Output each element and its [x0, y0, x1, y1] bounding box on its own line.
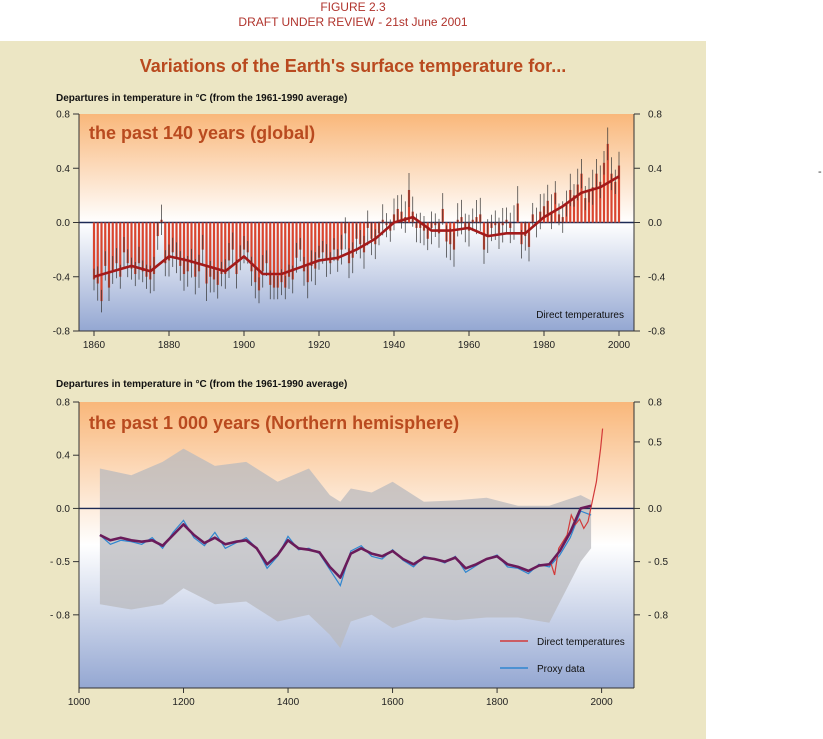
legend-label: Direct temperatures: [537, 637, 625, 648]
x-tick-label: 1600: [381, 697, 404, 708]
y-tick-label-left: 0.0: [56, 504, 70, 515]
y-tick-label-right: -0.4: [648, 272, 666, 283]
x-tick-label: 1980: [533, 340, 556, 351]
x-tick-label: 2000: [608, 340, 631, 351]
legend-label: Proxy data: [537, 664, 585, 675]
y-tick-label-left: - 0.5: [50, 557, 70, 568]
chart-1000-years: 0.8 0.4 0.0 - 0.5 - 0.8 0.8 0.5 0.0 - 0.5 - 0.8 10…: [50, 379, 668, 708]
y-tick-label-right: -0.8: [648, 327, 666, 338]
y-tick-label-left: 0.0: [56, 218, 70, 229]
panel-title: the past 1 000 years (Northern hemispher…: [89, 413, 459, 433]
x-tick-label: 1940: [383, 340, 406, 351]
smoothed-curve: [99, 504, 592, 579]
y-tick-label-right: 0.4: [648, 164, 662, 175]
y-tick-label-left: -0.4: [53, 272, 71, 283]
y-tick-label-right: 0.8: [648, 110, 662, 121]
smoothed-curve: [93, 175, 620, 279]
x-tick-label: 1880: [158, 340, 181, 351]
x-tick-label: 1400: [277, 697, 300, 708]
direct-temperature-line: [549, 428, 604, 576]
draft-notice: DRAFT UNDER REVIEW - 21st June 2001: [238, 15, 468, 29]
panel-title: the past 140 years (global): [89, 123, 315, 143]
x-tick-label: 1920: [308, 340, 331, 351]
annotation: Direct temperatures: [536, 310, 624, 321]
x-tick-label: 1200: [172, 697, 195, 708]
y-tick-label-left: 0.8: [56, 110, 70, 121]
main-title: Variations of the Earth's surface temper…: [139, 56, 567, 76]
y-tick-label-left: 0.8: [56, 398, 70, 409]
uncertainty-band: [99, 448, 592, 649]
y-tick-label-right: 0.8: [648, 398, 662, 409]
x-tick-label: 1000: [68, 697, 91, 708]
x-tick-label: 1960: [458, 340, 481, 351]
y-tick-label-left: -0.8: [53, 327, 71, 338]
x-tick-label: 1800: [486, 697, 509, 708]
y-tick-label-left: - 0.8: [50, 610, 70, 621]
y-tick-label-right: 0.5: [648, 437, 662, 448]
y-tick-label-right: 0.0: [648, 218, 662, 229]
y-tick-label-right: - 0.5: [648, 557, 668, 568]
side-mark: -: [818, 166, 822, 178]
y-tick-label-right: 0.0: [648, 504, 662, 515]
y-tick-label-left: 0.4: [56, 451, 70, 462]
y-tick-label-right: - 0.8: [648, 610, 668, 621]
y-axis-label: Departures in temperature in °C (from th…: [56, 93, 347, 104]
x-tick-label: 1900: [233, 340, 256, 351]
y-axis-label: Departures in temperature in °C (from th…: [56, 379, 347, 390]
y-tick-label-left: 0.4: [56, 164, 70, 175]
x-tick-label: 1860: [83, 340, 106, 351]
chart-140-years: 0.8 0.4 0.0 -0.4 -0.8 0.8 0.4 0.0 -0.4 -0.8 1860 18…: [53, 93, 666, 351]
figure-label: FIGURE 2.3: [320, 0, 386, 14]
x-tick-label: 2000: [590, 697, 613, 708]
